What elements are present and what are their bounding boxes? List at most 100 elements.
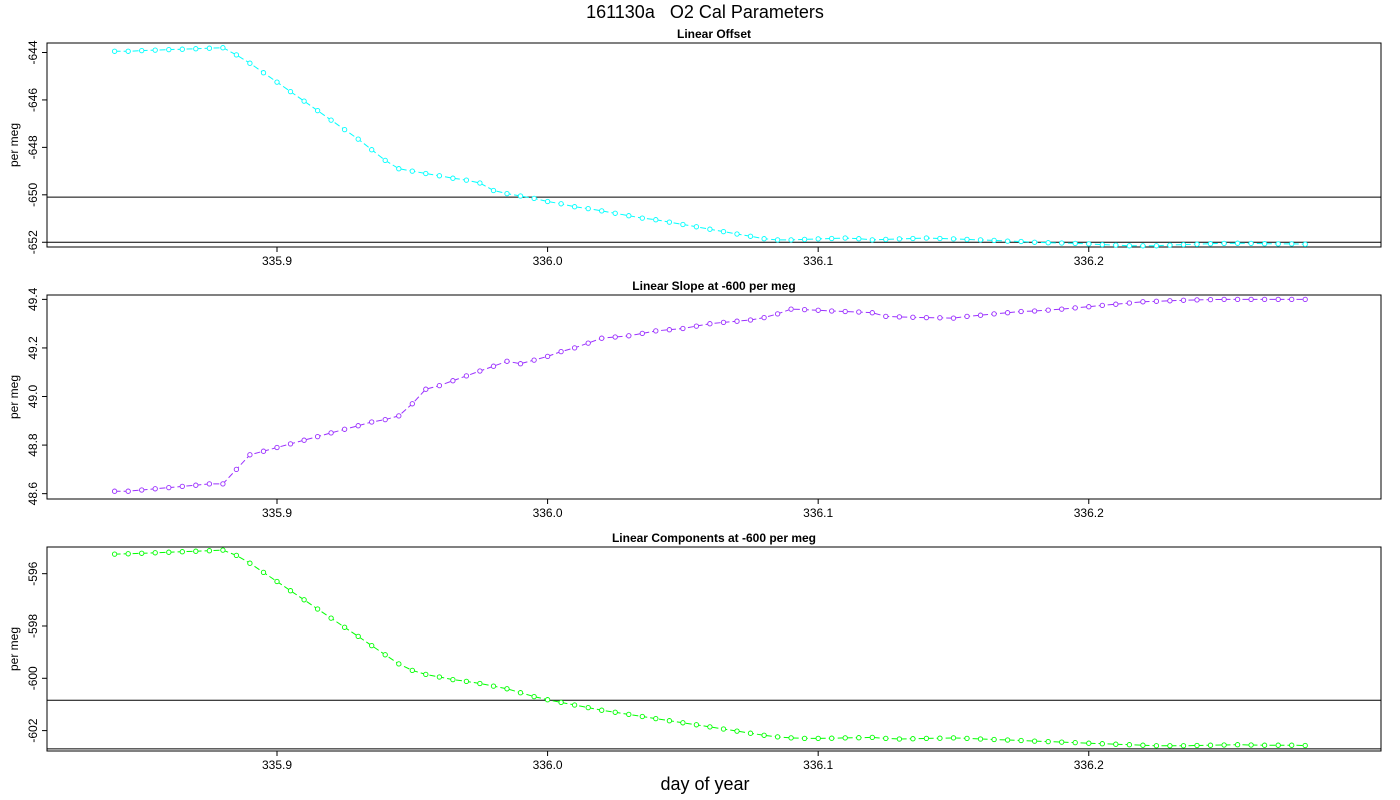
linear-slope-data-point	[558, 348, 564, 355]
linear-slope-data-point	[707, 321, 713, 327]
linear-components-data-point	[328, 615, 334, 621]
linear-slope-data-point	[1180, 297, 1187, 303]
linear-slope-x-tick-label: 336.1	[803, 506, 833, 520]
linear-slope-data-point	[1153, 298, 1160, 304]
linear-components-data-point	[1194, 742, 1200, 749]
linear-components-data-point	[544, 697, 551, 703]
linear-components-data-point	[815, 735, 821, 742]
linear-offset-data-point	[314, 107, 321, 114]
linear-offset-data-point	[910, 235, 916, 242]
linear-components-data-point	[125, 551, 131, 557]
linear-slope-title: Linear Slope at -600 per meg	[632, 279, 795, 293]
linear-slope-data-point	[233, 466, 240, 473]
linear-components-y-tick-label: -602	[26, 718, 40, 742]
linear-components-data-point	[923, 735, 930, 742]
linear-slope-data-point	[1099, 302, 1105, 309]
linear-components-data-point	[1086, 740, 1092, 746]
linear-slope-data-point	[220, 481, 226, 487]
linear-slope-data-point	[815, 307, 821, 313]
linear-offset-data-point	[1086, 241, 1092, 247]
linear-offset-data-point	[544, 198, 551, 205]
linear-offset-data-point	[1248, 240, 1254, 247]
linear-components-data-point	[910, 736, 916, 742]
linear-slope-data-point	[531, 357, 537, 363]
linear-components-y-axis-label: per meg	[7, 627, 21, 671]
linear-slope-data-point	[301, 437, 307, 443]
linear-slope-data-point	[666, 327, 673, 333]
linear-offset-data-point	[1289, 241, 1295, 247]
linear-slope-data-point	[1207, 296, 1214, 303]
linear-components-data-point	[1072, 739, 1078, 746]
linear-components-data-point	[856, 735, 862, 741]
linear-slope-y-tick-label: 49.0	[26, 385, 40, 409]
linear-offset-data-point	[450, 175, 456, 181]
linear-components-data-point	[1261, 742, 1268, 748]
linear-slope-data-point	[423, 386, 429, 392]
linear-slope-data-point	[910, 314, 916, 320]
linear-slope-data-point	[1072, 305, 1078, 311]
linear-offset-data-point	[693, 224, 700, 230]
linear-slope-data-point	[977, 312, 984, 318]
linear-offset-data-point	[869, 237, 875, 243]
linear-slope-data-point	[869, 310, 875, 316]
linear-components-data-point	[1221, 742, 1227, 748]
linear-slope-data-point	[653, 328, 659, 334]
linear-components-data-point	[707, 724, 713, 730]
linear-components-data-point	[788, 735, 794, 741]
linear-slope-data-point	[436, 382, 443, 389]
linear-components-data-point	[599, 707, 605, 713]
linear-components-data-point	[517, 690, 524, 696]
linear-components-data-point	[1167, 743, 1173, 749]
linear-offset-data-point	[1180, 241, 1187, 248]
linear-components-data-point	[801, 735, 808, 742]
linear-offset-data-point	[964, 236, 970, 243]
linear-offset-title: Linear Offset	[677, 27, 751, 41]
linear-components-data-point	[1059, 739, 1065, 745]
linear-components-data-point	[761, 732, 767, 738]
linear-components-x-tick-label: 335.9	[262, 758, 292, 772]
linear-offset-y-tick-label: -650	[26, 182, 40, 206]
linear-components-data-point	[1302, 742, 1308, 749]
linear-slope-data-point	[382, 416, 388, 423]
linear-slope-data-point	[1221, 296, 1227, 303]
linear-offset-data-point	[396, 166, 402, 172]
linear-slope-y-tick-label: 48.6	[26, 482, 40, 506]
linear-components-data-point	[639, 713, 645, 720]
linear-components-data-point	[991, 736, 997, 743]
linear-components-data-point	[233, 552, 240, 559]
linear-offset-y-tick-label: -652	[26, 230, 40, 254]
linear-components-data-point	[747, 730, 754, 736]
linear-offset-data-point	[1059, 240, 1065, 246]
linear-components-data-point	[1275, 742, 1281, 748]
x-axis-title: day of year	[660, 774, 750, 794]
linear-components-data-point	[1126, 742, 1133, 748]
linear-components-plot-frame	[46, 546, 1382, 752]
linear-components-data-point	[504, 686, 510, 692]
linear-slope-data-point	[1167, 298, 1173, 304]
linear-components-data-point	[301, 597, 307, 603]
linear-slope-data-point	[409, 401, 415, 407]
linear-components-data-point	[964, 735, 970, 742]
linear-offset-data-point	[423, 170, 429, 177]
linear-components-data-point	[1018, 737, 1024, 744]
linear-offset-data-point	[517, 193, 524, 199]
linear-slope-data-point	[680, 325, 686, 332]
linear-slope-data-point	[179, 483, 185, 490]
linear-offset-data-point	[436, 173, 443, 179]
linear-slope-data-point	[544, 353, 551, 360]
linear-components-data-point	[220, 547, 226, 553]
linear-offset-data-point	[355, 136, 361, 142]
linear-slope-data-point	[991, 311, 997, 317]
linear-components-data-point	[1289, 742, 1295, 748]
linear-offset-data-point	[531, 195, 537, 202]
linear-offset-data-point	[1221, 240, 1227, 247]
linear-components-data-point	[977, 736, 984, 742]
linear-components-data-point	[179, 549, 185, 555]
page-title: 161130a O2 Cal Parameters	[586, 2, 824, 22]
linear-offset-y-tick-label: -644	[26, 40, 40, 64]
linear-components-data-point	[152, 550, 158, 556]
linear-offset-data-point	[1302, 241, 1308, 247]
linear-slope-data-point	[477, 368, 483, 374]
linear-offset-data-point	[1004, 238, 1011, 244]
linear-components-data-point	[666, 718, 673, 724]
